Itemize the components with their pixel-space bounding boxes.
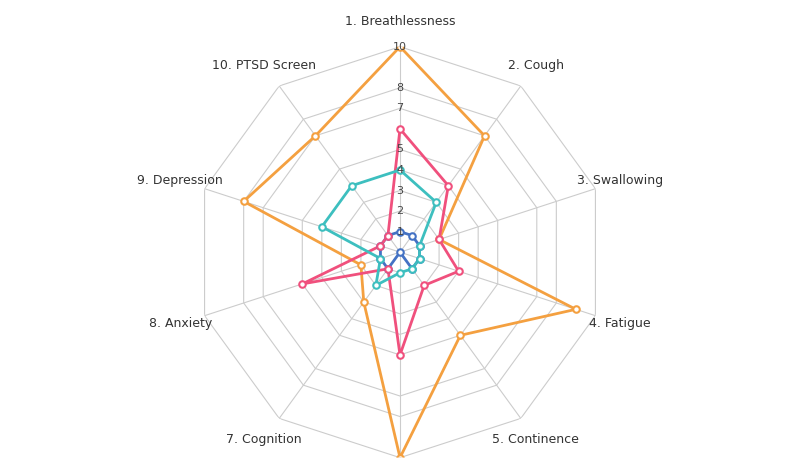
Point [370, 282, 382, 289]
Text: 10: 10 [393, 42, 407, 52]
Point [296, 280, 309, 288]
Point [394, 454, 406, 461]
Point [358, 298, 370, 306]
Point [454, 332, 466, 339]
Point [315, 223, 328, 231]
Point [406, 265, 418, 273]
Point [413, 255, 426, 262]
Text: 1: 1 [397, 226, 403, 237]
Point [433, 236, 446, 243]
Point [382, 265, 394, 273]
Point [413, 242, 426, 249]
Point [374, 255, 387, 262]
Point [418, 282, 430, 289]
Point [382, 232, 394, 239]
Text: 2: 2 [397, 206, 403, 216]
Point [413, 242, 426, 249]
Point [413, 255, 426, 262]
Point [394, 228, 406, 235]
Point [406, 232, 418, 239]
Text: 3: 3 [397, 185, 403, 196]
Text: 7: 7 [397, 103, 403, 113]
Text: 5: 5 [397, 144, 403, 155]
Point [382, 232, 394, 239]
Point [238, 198, 250, 205]
Point [430, 198, 442, 206]
Point [346, 182, 358, 190]
Point [394, 269, 406, 276]
Point [452, 268, 465, 275]
Point [394, 43, 406, 50]
Point [374, 242, 387, 249]
Point [394, 166, 406, 174]
Point [406, 265, 418, 273]
Point [354, 261, 367, 269]
Point [442, 182, 454, 190]
Point [570, 305, 582, 313]
Point [374, 255, 387, 262]
Point [394, 248, 406, 256]
Point [478, 132, 491, 140]
Point [394, 351, 406, 359]
Point [394, 125, 406, 133]
Point [382, 265, 394, 273]
Point [433, 236, 446, 243]
Text: 4: 4 [397, 165, 403, 175]
Point [309, 132, 322, 140]
Point [374, 242, 387, 249]
Text: 8: 8 [397, 83, 403, 93]
